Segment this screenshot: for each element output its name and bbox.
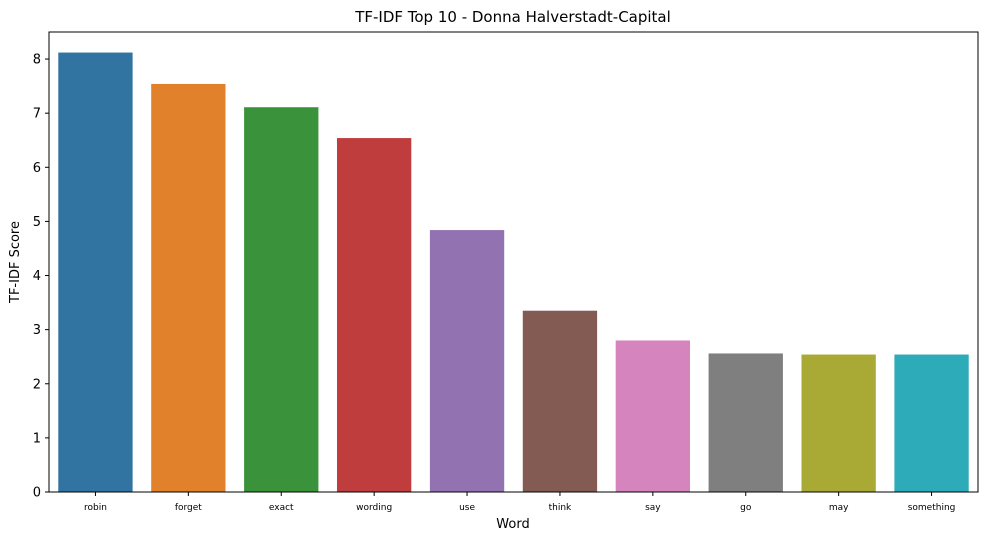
y-tick-label: 0	[33, 486, 41, 501]
bar-exact	[244, 107, 319, 492]
y-tick-label: 2	[33, 377, 41, 392]
x-tick-label: exact	[269, 503, 294, 513]
x-tick-label: think	[549, 503, 572, 513]
y-tick-label: 1	[33, 431, 41, 446]
y-tick-label: 8	[33, 53, 41, 68]
bar-forget	[151, 83, 226, 492]
x-tick-label: may	[829, 503, 849, 513]
chart-title: TF-IDF Top 10 - Donna Halverstadt-Capita…	[354, 8, 671, 26]
x-tick-label: robin	[84, 503, 107, 513]
x-tick-label: forget	[175, 503, 202, 513]
y-tick-label: 6	[33, 161, 41, 176]
y-axis-label: TF-IDF Score	[8, 221, 23, 304]
y-tick-label: 5	[33, 215, 41, 230]
x-tick-label: go	[740, 503, 752, 513]
bar-go	[708, 353, 783, 492]
bar-robin	[58, 52, 133, 493]
x-tick-label: something	[908, 503, 956, 513]
x-tick-label: wording	[356, 503, 392, 513]
bar-use	[429, 230, 505, 492]
y-tick-label: 7	[33, 107, 41, 122]
y-axis-ticks: 0 1 2 3 4 5 6 7 8	[33, 53, 49, 501]
bar-something	[894, 354, 969, 492]
y-tick-label: 3	[33, 323, 41, 338]
plot-frame	[48, 31, 979, 493]
x-axis-label: Word	[496, 517, 529, 532]
bars-group	[58, 52, 969, 493]
x-tick-label: use	[459, 503, 475, 513]
x-tick-label: say	[645, 503, 661, 513]
bar-may	[801, 354, 876, 492]
bar-say	[615, 340, 691, 492]
x-axis-ticks: robin forget exact wording use think say go may s…	[84, 492, 955, 513]
bar-wording	[336, 138, 412, 492]
bar-think	[522, 310, 598, 492]
y-tick-label: 4	[33, 269, 41, 284]
